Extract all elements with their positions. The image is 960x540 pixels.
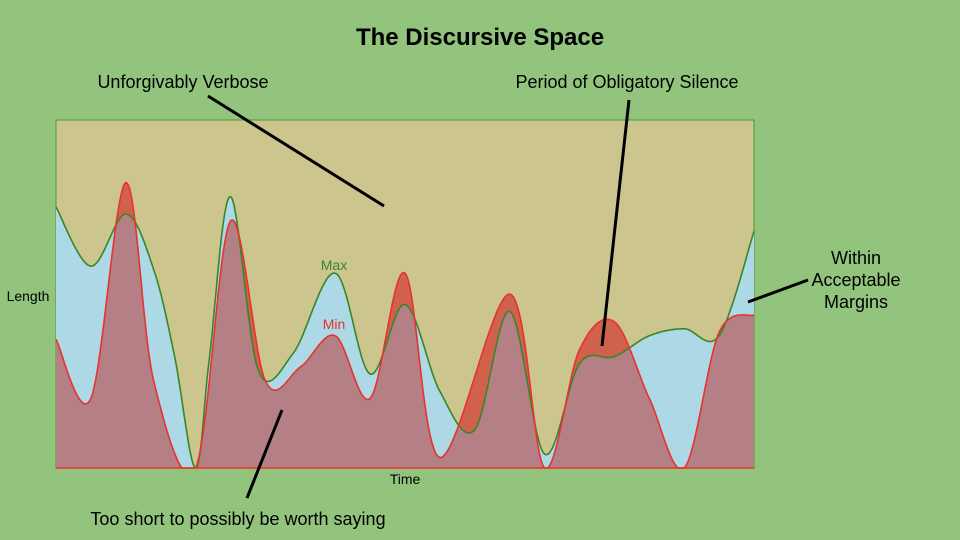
annotation-within-line1: Within bbox=[831, 248, 881, 268]
annotation-within-line2: Acceptable bbox=[811, 270, 900, 290]
pointer-within bbox=[747, 278, 809, 304]
annotation-verbose: Unforgivably Verbose bbox=[97, 72, 268, 92]
annotation-too-short: Too short to possibly be worth saying bbox=[90, 509, 385, 529]
plot-area bbox=[55, 119, 755, 469]
pointer-silence bbox=[600, 99, 631, 347]
x-axis-label: Time bbox=[390, 471, 421, 487]
annotation-silence: Period of Obligatory Silence bbox=[515, 72, 738, 92]
y-axis-label: Length bbox=[7, 288, 50, 304]
min-series-label: Min bbox=[323, 316, 346, 332]
too-short-region bbox=[56, 182, 754, 468]
max-series-label: Max bbox=[321, 257, 347, 273]
min-series-line bbox=[55, 181, 755, 469]
diagram-title: The Discursive Space bbox=[356, 24, 604, 51]
annotation-within-line3: Margins bbox=[824, 292, 888, 312]
pointer-too-short bbox=[245, 409, 284, 499]
max-series-line bbox=[55, 195, 755, 469]
pointer-verbose bbox=[207, 94, 385, 208]
